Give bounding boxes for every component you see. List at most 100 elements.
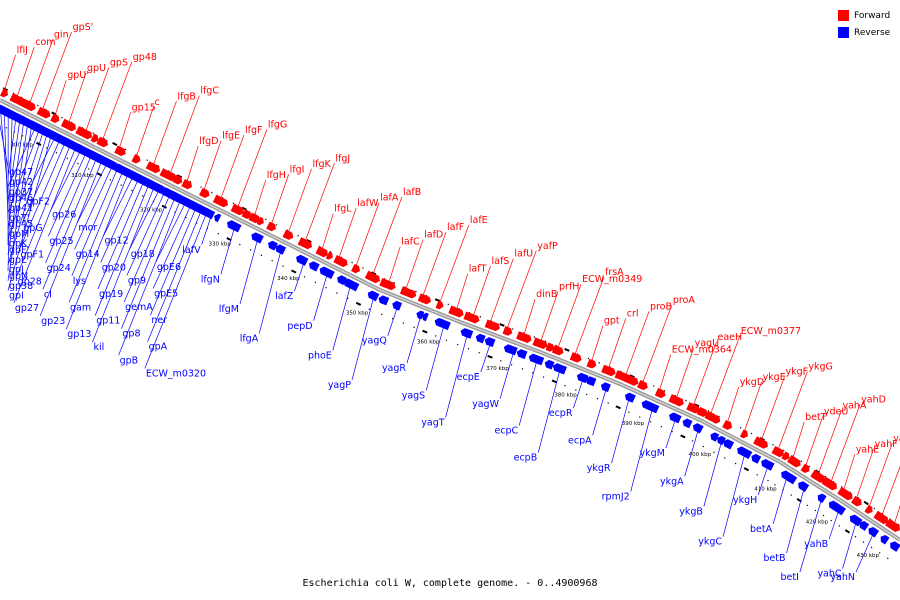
gene-feature-block-32[interactable] [200,188,212,200]
gene-feature-block-14[interactable] [75,126,88,138]
gene-feature-block-53[interactable] [335,274,347,286]
gene-label-crl[interactable]: crl [627,308,639,319]
gene-feature-block-28[interactable] [172,174,184,186]
gene-label-ykge[interactable]: ykgE [763,372,786,383]
gene-feature-block-73[interactable] [474,333,486,344]
gene-feature-lfga[interactable] [274,243,287,255]
gene-label-ykga[interactable]: ykgA [660,476,684,487]
gene-feature-lafa[interactable] [351,263,362,275]
gene-feature-block-136[interactable] [885,518,895,530]
gene-feature-block-85[interactable] [558,365,567,375]
gene-feature-block-68[interactable] [448,305,459,317]
gene-feature-block-91[interactable] [599,381,609,392]
gene-feature-block-20[interactable] [118,147,128,158]
gene-label-laff[interactable]: lafF [447,222,464,233]
gene-label-lafw[interactable]: lafW [357,198,379,209]
gene-label-beta[interactable]: betA [750,524,773,535]
gene-feature-crl[interactable] [601,364,617,378]
gene-feature-block-101[interactable] [668,411,678,422]
gene-feature-block-52[interactable] [338,257,350,269]
gene-label-gp28[interactable]: gp28 [18,276,42,287]
gene-feature-block-49[interactable] [307,260,320,272]
gene-label-yagq[interactable]: yagQ [362,336,387,347]
gene-feature-block-58[interactable] [379,277,390,289]
gene-label-ecpe[interactable]: ecpE [457,372,480,383]
gene-label-lafe[interactable]: lafE [470,215,488,226]
gene-feature-block-89[interactable] [584,375,597,387]
gene-label-gpb[interactable]: gpB [120,355,139,366]
gene-label-lfgg[interactable]: lfgG [268,119,287,130]
gene-label-yagu[interactable]: yagU [695,338,719,349]
gene-feature-block-43[interactable] [266,239,278,251]
gene-feature-block-95[interactable] [627,393,636,403]
gene-label-lfge[interactable]: lfgE [222,131,240,142]
gene-feature-block-92[interactable] [614,370,625,380]
gene-label-gpf1[interactable]: gpF1 [20,250,44,261]
gene-feature-block-7[interactable] [26,119,37,130]
gene-label-lfgl[interactable]: lfgL [334,204,352,215]
gene-label-yahn[interactable]: yahN [830,572,855,583]
gene-feature-block-55[interactable] [350,281,360,292]
gene-label-lfgj[interactable]: lfgJ [335,153,350,164]
gene-feature-ecpr[interactable] [575,372,589,384]
gene-feature-block-64[interactable] [420,294,432,305]
gene-label-gpf2[interactable]: gpF2 [26,197,50,208]
gene-feature-block-98[interactable] [655,388,667,399]
gene-label-lafd[interactable]: lafD [424,229,443,240]
gene-feature-proa[interactable] [636,379,649,391]
gene-feature-lfgh[interactable] [248,212,261,225]
gene-feature-ykgd[interactable] [722,420,734,431]
gene-feature-block-71[interactable] [461,328,471,338]
gene-feature-block-74[interactable] [489,321,501,332]
gene-label-gpa[interactable]: gpA [149,342,168,353]
gene-label-laft[interactable]: lafT [469,264,487,275]
gene-feature-block-94[interactable] [627,375,640,387]
gene-label-beti[interactable]: betI [781,572,799,583]
gene-feature-block-40[interactable] [256,216,266,227]
gene-feature-block-88[interactable] [586,358,597,370]
gene-feature-block-67[interactable] [433,317,444,328]
gene-label-gpt[interactable]: gpt [604,316,620,327]
gene-label-gp48[interactable]: gp48 [133,52,157,63]
gene-label-gp42[interactable]: gp42 [9,177,33,188]
gene-feature-lafe[interactable] [435,300,445,310]
gene-label-gpn[interactable]: gpN [9,271,28,282]
gene-feature-block-106[interactable] [712,414,722,425]
gene-label-lfgk[interactable]: lfgK [313,159,332,170]
gene-feature-block-103[interactable] [681,417,693,429]
gene-feature-block-116[interactable] [781,451,791,462]
gene-label-gp8[interactable]: gp8 [122,329,140,340]
gene-label-yahf[interactable]: yahF [875,439,898,450]
gene-label-lfgi[interactable]: lfgI [290,164,305,175]
gene-feature-block-107[interactable] [709,431,720,442]
gene-feature-block-97[interactable] [640,399,651,410]
gene-feature-gpu[interactable] [60,118,78,133]
gene-label-ykgh[interactable]: ykgH [733,495,757,506]
gene-feature-ecw-m0349[interactable] [551,345,565,357]
gene-feature-block-83[interactable] [543,359,555,370]
gene-label-yagw[interactable]: yagW [472,399,499,410]
gene-label-gp47[interactable]: gp47 [9,167,33,178]
gene-label-yahc[interactable]: yahC [817,569,841,580]
gene-feature-lfgb[interactable] [145,161,162,174]
gene-feature-block-1[interactable] [0,104,6,115]
gene-label-gp12[interactable]: gp12 [105,236,129,247]
gene-label-gin[interactable]: gin [54,30,69,41]
gene-feature-block-2[interactable] [9,93,21,104]
gene-label-lfgc[interactable]: lfgC [200,86,219,97]
gene-label-ykgr[interactable]: ykgR [587,463,611,474]
gene-feature-ykgg[interactable] [771,445,786,459]
gene-label-gp25[interactable]: gp25 [49,236,73,247]
gene-feature-block-77[interactable] [502,343,513,354]
gene-label-gp11[interactable]: gp11 [96,316,120,327]
gene-label-lafz[interactable]: lafZ [275,291,294,302]
gene-label-ecw-m0364[interactable]: ECW_m0364 [672,345,732,356]
gene-feature-block-128[interactable] [842,490,855,502]
gene-label-gp9[interactable]: gp9 [128,275,146,286]
gene-feature-block-112[interactable] [753,436,764,447]
gene-label-lafb[interactable]: lafB [403,187,421,198]
gene-label-yafp[interactable]: yafP [537,241,558,252]
gene-label-lafa[interactable]: lafA [380,193,399,204]
gene-label-yahe[interactable]: yahE [856,444,879,455]
gene-label-ykgb[interactable]: ykgB [679,507,703,518]
